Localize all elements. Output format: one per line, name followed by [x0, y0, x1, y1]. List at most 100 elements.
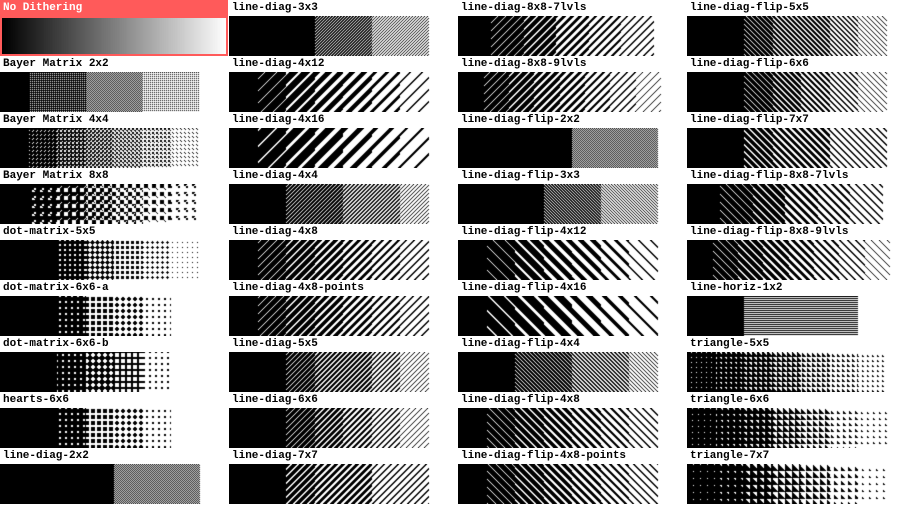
dither-item-label: hearts-6x6 [0, 392, 228, 408]
dither-swatch[interactable] [458, 408, 686, 448]
dither-swatch[interactable] [229, 408, 457, 448]
dither-swatch-canvas [0, 408, 228, 448]
dither-swatch[interactable] [458, 128, 686, 168]
dither-item-label: line-diag-8x8-9lvls [458, 56, 686, 72]
dither-item[interactable]: line-diag-4x8 [229, 224, 457, 280]
dither-item[interactable]: line-diag-flip-4x8 [458, 392, 686, 448]
dither-swatch[interactable] [0, 16, 228, 56]
dither-swatch[interactable] [0, 408, 228, 448]
dither-item[interactable]: line-diag-5x5 [229, 336, 457, 392]
dither-swatch[interactable] [687, 296, 915, 336]
dither-swatch[interactable] [229, 16, 457, 56]
dither-swatch[interactable] [0, 128, 228, 168]
dither-swatch[interactable] [687, 408, 915, 448]
dither-item[interactable]: triangle-5x5 [687, 336, 915, 392]
dither-swatch-canvas [458, 16, 686, 56]
dither-swatch[interactable] [0, 184, 228, 224]
dither-item[interactable]: dot-matrix-6x6-a [0, 280, 228, 336]
dither-swatch[interactable] [0, 352, 228, 392]
dither-item-label: line-diag-3x3 [229, 0, 457, 16]
dither-swatch[interactable] [0, 72, 228, 112]
dither-item[interactable]: hearts-6x6 [0, 392, 228, 448]
dither-swatch[interactable] [458, 464, 686, 504]
dither-pattern-grid: No DitheringBayer Matrix 2x2Bayer Matrix… [0, 0, 915, 515]
dither-item-label: line-diag-7x7 [229, 448, 457, 464]
dither-swatch-canvas [229, 352, 457, 392]
dither-item-label: dot-matrix-5x5 [0, 224, 228, 240]
dither-swatch[interactable] [229, 464, 457, 504]
dither-swatch[interactable] [229, 128, 457, 168]
dither-item[interactable]: Bayer Matrix 8x8 [0, 168, 228, 224]
dither-item[interactable]: line-diag-4x8-points [229, 280, 457, 336]
dither-item[interactable]: line-diag-3x3 [229, 0, 457, 56]
dither-swatch[interactable] [458, 352, 686, 392]
dither-swatch[interactable] [687, 240, 915, 280]
dither-swatch[interactable] [229, 296, 457, 336]
dither-swatch-canvas [0, 240, 228, 280]
dither-swatch-canvas [687, 408, 915, 448]
dither-item[interactable]: line-diag-4x4 [229, 168, 457, 224]
dither-swatch-canvas [0, 352, 228, 392]
dither-item[interactable]: line-diag-flip-8x8-7lvls [687, 168, 915, 224]
dither-item-label: line-diag-4x12 [229, 56, 457, 72]
dither-swatch-canvas [229, 184, 457, 224]
dither-swatch[interactable] [687, 16, 915, 56]
dither-item[interactable]: line-diag-flip-6x6 [687, 56, 915, 112]
dither-swatch[interactable] [0, 464, 228, 504]
dither-swatch[interactable] [687, 352, 915, 392]
dither-item[interactable]: line-diag-7x7 [229, 448, 457, 504]
dither-item-label: line-diag-flip-4x16 [458, 280, 686, 296]
dither-item[interactable]: No Dithering [0, 0, 228, 56]
dither-item-label: line-diag-flip-4x4 [458, 336, 686, 352]
dither-item[interactable]: Bayer Matrix 2x2 [0, 56, 228, 112]
dither-swatch[interactable] [458, 296, 686, 336]
dither-item[interactable]: line-diag-flip-4x12 [458, 224, 686, 280]
dither-swatch[interactable] [687, 184, 915, 224]
dither-item[interactable]: triangle-7x7 [687, 448, 915, 504]
dither-swatch[interactable] [229, 352, 457, 392]
dither-item[interactable]: Bayer Matrix 4x4 [0, 112, 228, 168]
dither-swatch[interactable] [687, 72, 915, 112]
dither-swatch[interactable] [458, 240, 686, 280]
dither-item-label: line-diag-4x16 [229, 112, 457, 128]
dither-item[interactable]: line-diag-flip-4x16 [458, 280, 686, 336]
dither-item[interactable]: triangle-6x6 [687, 392, 915, 448]
dither-item[interactable]: line-diag-flip-5x5 [687, 0, 915, 56]
dither-swatch[interactable] [0, 296, 228, 336]
dither-swatch[interactable] [229, 72, 457, 112]
dither-swatch[interactable] [229, 240, 457, 280]
dither-item-label: line-diag-flip-4x8 [458, 392, 686, 408]
dither-swatch-canvas [229, 240, 457, 280]
dither-item[interactable]: line-diag-8x8-9lvls [458, 56, 686, 112]
dither-swatch[interactable] [458, 184, 686, 224]
dither-item[interactable]: line-diag-flip-7x7 [687, 112, 915, 168]
dither-swatch-canvas [229, 72, 457, 112]
dither-item-label: dot-matrix-6x6-b [0, 336, 228, 352]
dither-item[interactable]: line-horiz-1x2 [687, 280, 915, 336]
dither-swatch[interactable] [687, 128, 915, 168]
dither-item[interactable]: dot-matrix-6x6-b [0, 336, 228, 392]
dither-swatch[interactable] [229, 184, 457, 224]
dither-item[interactable]: line-diag-flip-4x4 [458, 336, 686, 392]
dither-swatch[interactable] [0, 240, 228, 280]
dither-item[interactable]: line-diag-4x16 [229, 112, 457, 168]
dither-swatch[interactable] [458, 16, 686, 56]
dither-swatch-canvas [687, 240, 915, 280]
dither-item[interactable]: line-diag-6x6 [229, 392, 457, 448]
dither-item-label: line-diag-flip-5x5 [687, 0, 915, 16]
dither-item-label: line-diag-5x5 [229, 336, 457, 352]
dither-item[interactable]: line-diag-flip-8x8-9lvls [687, 224, 915, 280]
dither-item[interactable]: line-diag-4x12 [229, 56, 457, 112]
dither-item[interactable]: dot-matrix-5x5 [0, 224, 228, 280]
dither-swatch-canvas [458, 296, 686, 336]
dither-item[interactable]: line-diag-flip-4x8-points [458, 448, 686, 504]
dither-swatch-canvas [687, 72, 915, 112]
dither-item[interactable]: line-diag-flip-2x2 [458, 112, 686, 168]
dither-item-label: line-diag-4x8 [229, 224, 457, 240]
dither-item[interactable]: line-diag-2x2 [0, 448, 228, 504]
dither-item[interactable]: line-diag-flip-3x3 [458, 168, 686, 224]
dither-swatch[interactable] [458, 72, 686, 112]
dither-item[interactable]: line-diag-8x8-7lvls [458, 0, 686, 56]
dither-item-label: triangle-5x5 [687, 336, 915, 352]
dither-swatch[interactable] [687, 464, 915, 504]
